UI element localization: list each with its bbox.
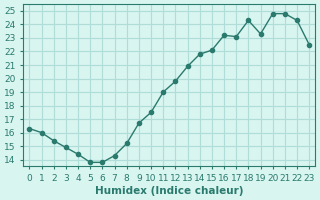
X-axis label: Humidex (Indice chaleur): Humidex (Indice chaleur) <box>95 186 244 196</box>
